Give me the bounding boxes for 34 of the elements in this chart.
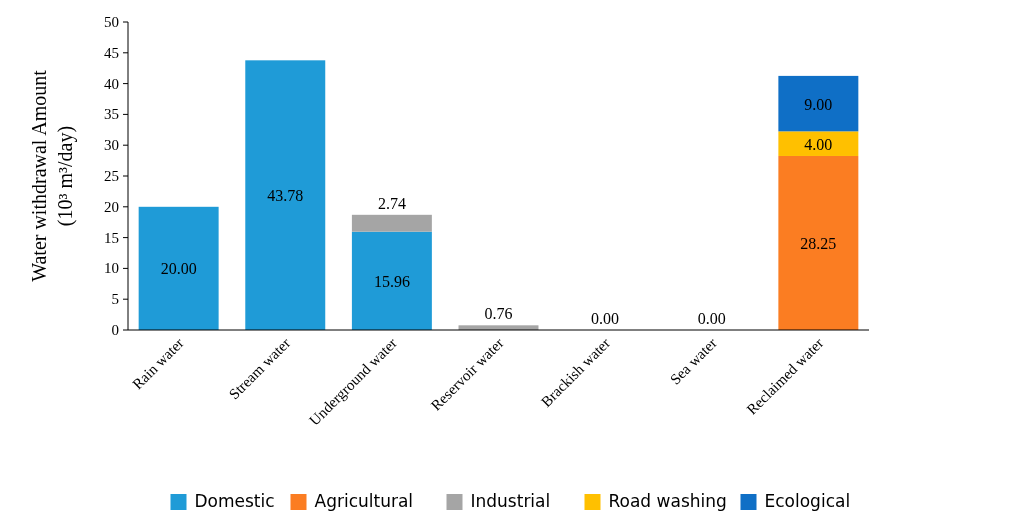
data-label: 43.78 — [267, 187, 304, 205]
data-label: 20.00 — [160, 260, 197, 278]
legend-label: Road washing — [608, 491, 727, 511]
y-tick-label: 5 — [111, 291, 119, 308]
legend-label: Industrial — [470, 491, 551, 511]
data-label: 4.00 — [804, 135, 833, 153]
y-tick-label: 10 — [104, 260, 119, 277]
y-axis-title: Water withdrawal Amount (10³ m³/day) — [28, 69, 77, 282]
data-label: 2.74 — [377, 194, 406, 212]
bar — [778, 155, 859, 330]
bar — [138, 206, 219, 330]
bar — [245, 60, 326, 330]
data-label: 0.76 — [484, 305, 513, 323]
y-tick-label: 20 — [104, 198, 119, 215]
y-tick-label: 25 — [104, 168, 119, 184]
data-label: 9.00 — [804, 95, 833, 113]
bar — [778, 131, 859, 156]
bar — [351, 214, 432, 232]
y-tick-label: 30 — [104, 137, 119, 154]
y-tick-label: 0 — [111, 322, 119, 338]
y-tick-label: 45 — [104, 44, 119, 61]
data-label: 0.00 — [591, 310, 620, 327]
y-tick-label: 15 — [104, 229, 119, 246]
legend-label: Ecological — [764, 491, 851, 511]
legend-label: Domestic — [194, 491, 275, 511]
bar — [778, 75, 859, 132]
bar — [351, 231, 432, 330]
legend-label: Agricultural — [314, 491, 414, 511]
y-tick-label: 35 — [104, 106, 119, 123]
y-tick-label: 40 — [104, 75, 119, 92]
data-label: 28.25 — [800, 234, 837, 252]
data-label: 0.00 — [697, 310, 726, 327]
y-tick-label: 50 — [104, 14, 119, 30]
data-label: 15.96 — [373, 272, 410, 290]
